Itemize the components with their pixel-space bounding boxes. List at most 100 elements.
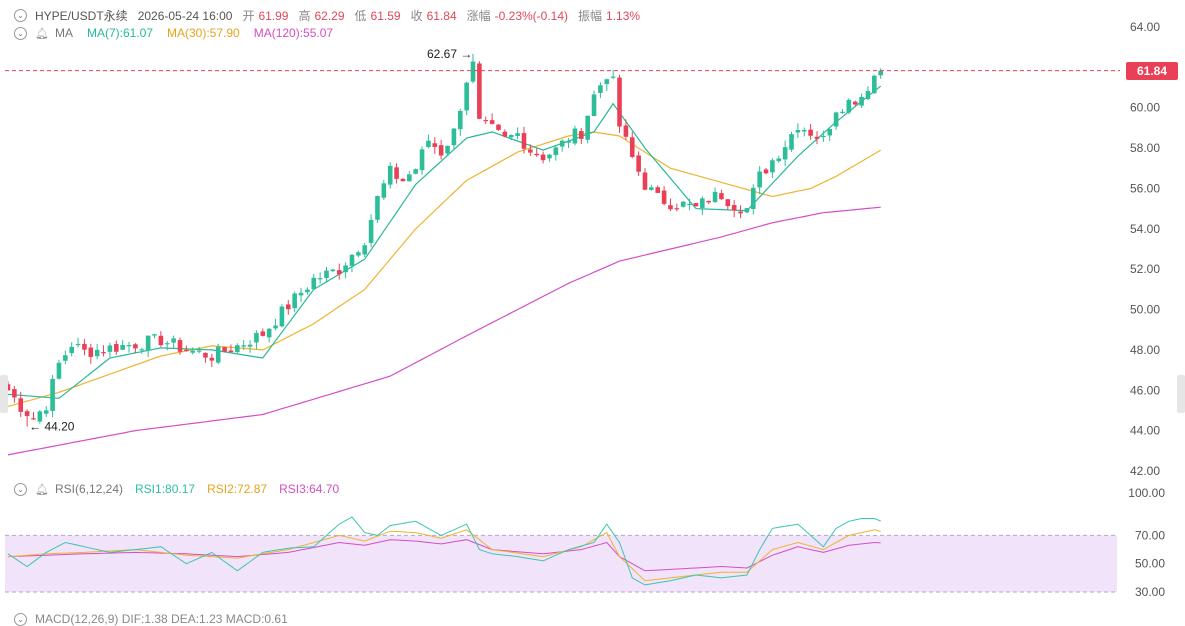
candle-body [24, 411, 30, 417]
current-price-tag: 61.84 [1126, 62, 1178, 80]
left-scroll-handle[interactable] [0, 375, 8, 413]
candle-body [508, 135, 514, 138]
rsi-tick-label: 100.00 [1128, 486, 1165, 500]
collapse-icon[interactable]: ⌄ [14, 26, 27, 40]
high-value: 62.29 [314, 8, 345, 23]
candle-body [457, 110, 463, 130]
candle-body [521, 133, 527, 149]
candle-body [88, 347, 94, 357]
candle-body [375, 195, 380, 220]
alert-bell-icon[interactable]: 🔔︎ [35, 483, 49, 496]
candle-body [496, 124, 501, 130]
candle-body [139, 349, 145, 351]
candle-body [865, 91, 871, 99]
price-tick-label: 64.00 [1130, 20, 1160, 34]
candle-body [661, 190, 667, 204]
datetime-label: 2026-05-24 16:00 [137, 8, 233, 23]
candle-body [801, 129, 807, 132]
ma-lines [7, 85, 882, 456]
rsi-lines [7, 516, 881, 586]
amplitude-value: 1.13% [606, 8, 641, 23]
candle-body [859, 96, 864, 106]
low-label: 低 [354, 9, 367, 23]
candle-body [113, 344, 119, 352]
candle-body [744, 208, 750, 213]
open-value: 61.99 [258, 8, 289, 23]
close-label: 收 [410, 9, 423, 23]
candle-body [534, 153, 540, 156]
candle-body [719, 193, 724, 200]
candle-body [190, 350, 196, 353]
candle-body [305, 289, 310, 293]
ma7-line [7, 85, 882, 399]
candle-body [566, 141, 571, 143]
candle-body [445, 145, 450, 154]
candle-body [368, 219, 374, 243]
candle-body [311, 277, 317, 290]
candle-body [598, 85, 603, 93]
macd-values: MACD(12,26,9) DIF:1.38 DEA:1.23 MACD:0.6… [35, 612, 288, 626]
rsi-tick-label: 30.00 [1135, 585, 1165, 599]
candle-body [553, 147, 559, 156]
candle-body [687, 203, 692, 206]
price-tick-label: 46.00 [1130, 383, 1160, 397]
candle-body [285, 304, 291, 310]
alert-bell-icon[interactable]: 🔔︎ [35, 27, 49, 40]
candle-body [693, 203, 699, 207]
candle-body [63, 355, 68, 361]
right-scroll-handle[interactable] [1177, 375, 1185, 413]
candle-body [247, 344, 253, 347]
candle-body [700, 198, 705, 208]
candle-body [324, 270, 329, 279]
candle-body [642, 172, 648, 190]
candle-body [241, 345, 246, 347]
candle-body [852, 101, 858, 105]
candle-body [413, 169, 418, 174]
collapse-icon[interactable]: ⌄ [14, 482, 27, 496]
rsi3-value: RSI3:64.70 [279, 482, 340, 496]
candle-body [572, 128, 578, 144]
candle-body [655, 187, 661, 193]
ma-legend: ⌄ 🔔︎ MA MA(7):61.07 MA(30):57.90 MA(120)… [14, 26, 333, 40]
candle-body [470, 61, 476, 82]
candle-body [82, 343, 87, 350]
candle-body [878, 70, 883, 76]
price-tick-label: 48.00 [1130, 343, 1160, 357]
candle-body [101, 352, 106, 354]
collapse-icon[interactable]: ⌄ [14, 9, 27, 22]
rsi2-line [7, 529, 881, 582]
candle-body [164, 343, 170, 345]
rsi3-line [7, 539, 881, 572]
candle-body [668, 205, 673, 210]
macd-legend: ⌄ MACD(12,26,9) DIF:1.38 DEA:1.23 MACD:0… [14, 612, 288, 626]
candle-body [706, 200, 711, 203]
price-tick-label: 56.00 [1130, 181, 1160, 195]
price-tick-label: 52.00 [1130, 262, 1160, 276]
candle-body [649, 187, 654, 190]
candle-body [591, 94, 597, 117]
candle-body [483, 120, 489, 122]
candle-body [782, 147, 788, 160]
candle-body [738, 211, 743, 214]
candle-body [808, 129, 813, 136]
candle-body [757, 171, 762, 188]
collapse-icon[interactable]: ⌄ [14, 612, 27, 626]
rsi-band [5, 534, 1117, 593]
rsi-indicator-name[interactable]: RSI(6,12,24) [54, 482, 124, 496]
candle-body [604, 79, 610, 85]
candle-body [827, 129, 833, 136]
rsi2-value: RSI2:72.87 [207, 482, 268, 496]
candle-body [381, 183, 387, 198]
candle-body [152, 334, 157, 336]
candle-body [750, 187, 756, 209]
candle-body [145, 335, 151, 351]
candle-body [528, 149, 533, 153]
candle-body [133, 344, 138, 349]
amplitude-label: 振幅 [578, 9, 603, 23]
rsi-tick-label: 70.00 [1135, 528, 1165, 542]
candle-body [215, 346, 221, 363]
ma-indicator-name[interactable]: MA [54, 26, 73, 40]
candle-body [94, 349, 100, 357]
rsi-tick-label: 50.00 [1135, 557, 1165, 571]
